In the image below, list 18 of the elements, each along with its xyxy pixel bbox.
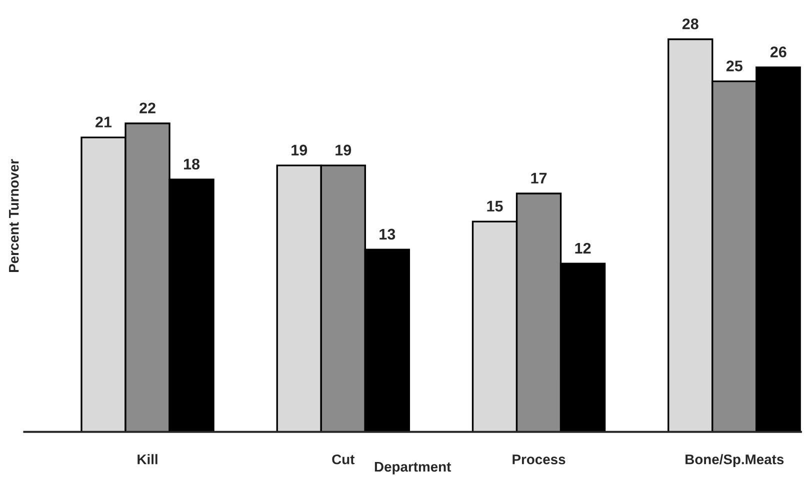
x-tick-label: Process	[512, 454, 566, 464]
data-label: 21	[96, 116, 112, 128]
y-axis-title: Percent Turnover	[9, 159, 19, 272]
data-label: 19	[336, 144, 352, 156]
data-label: 28	[682, 18, 698, 30]
data-label: 15	[487, 200, 503, 212]
data-label: 22	[140, 102, 156, 114]
data-label: 26	[770, 46, 786, 58]
data-label: 13	[380, 228, 396, 240]
data-label: 25	[726, 60, 742, 72]
data-label: 18	[184, 158, 200, 170]
x-axis-title: Department	[374, 462, 452, 474]
x-tick-label: Bone/Sp.Meats	[686, 454, 784, 468]
x-tick-label: Kill	[138, 454, 158, 464]
data-label: 12	[575, 242, 591, 254]
data-label: 19	[292, 144, 308, 156]
x-tick-label: Cut	[332, 454, 355, 464]
data-label: 17	[531, 172, 547, 184]
